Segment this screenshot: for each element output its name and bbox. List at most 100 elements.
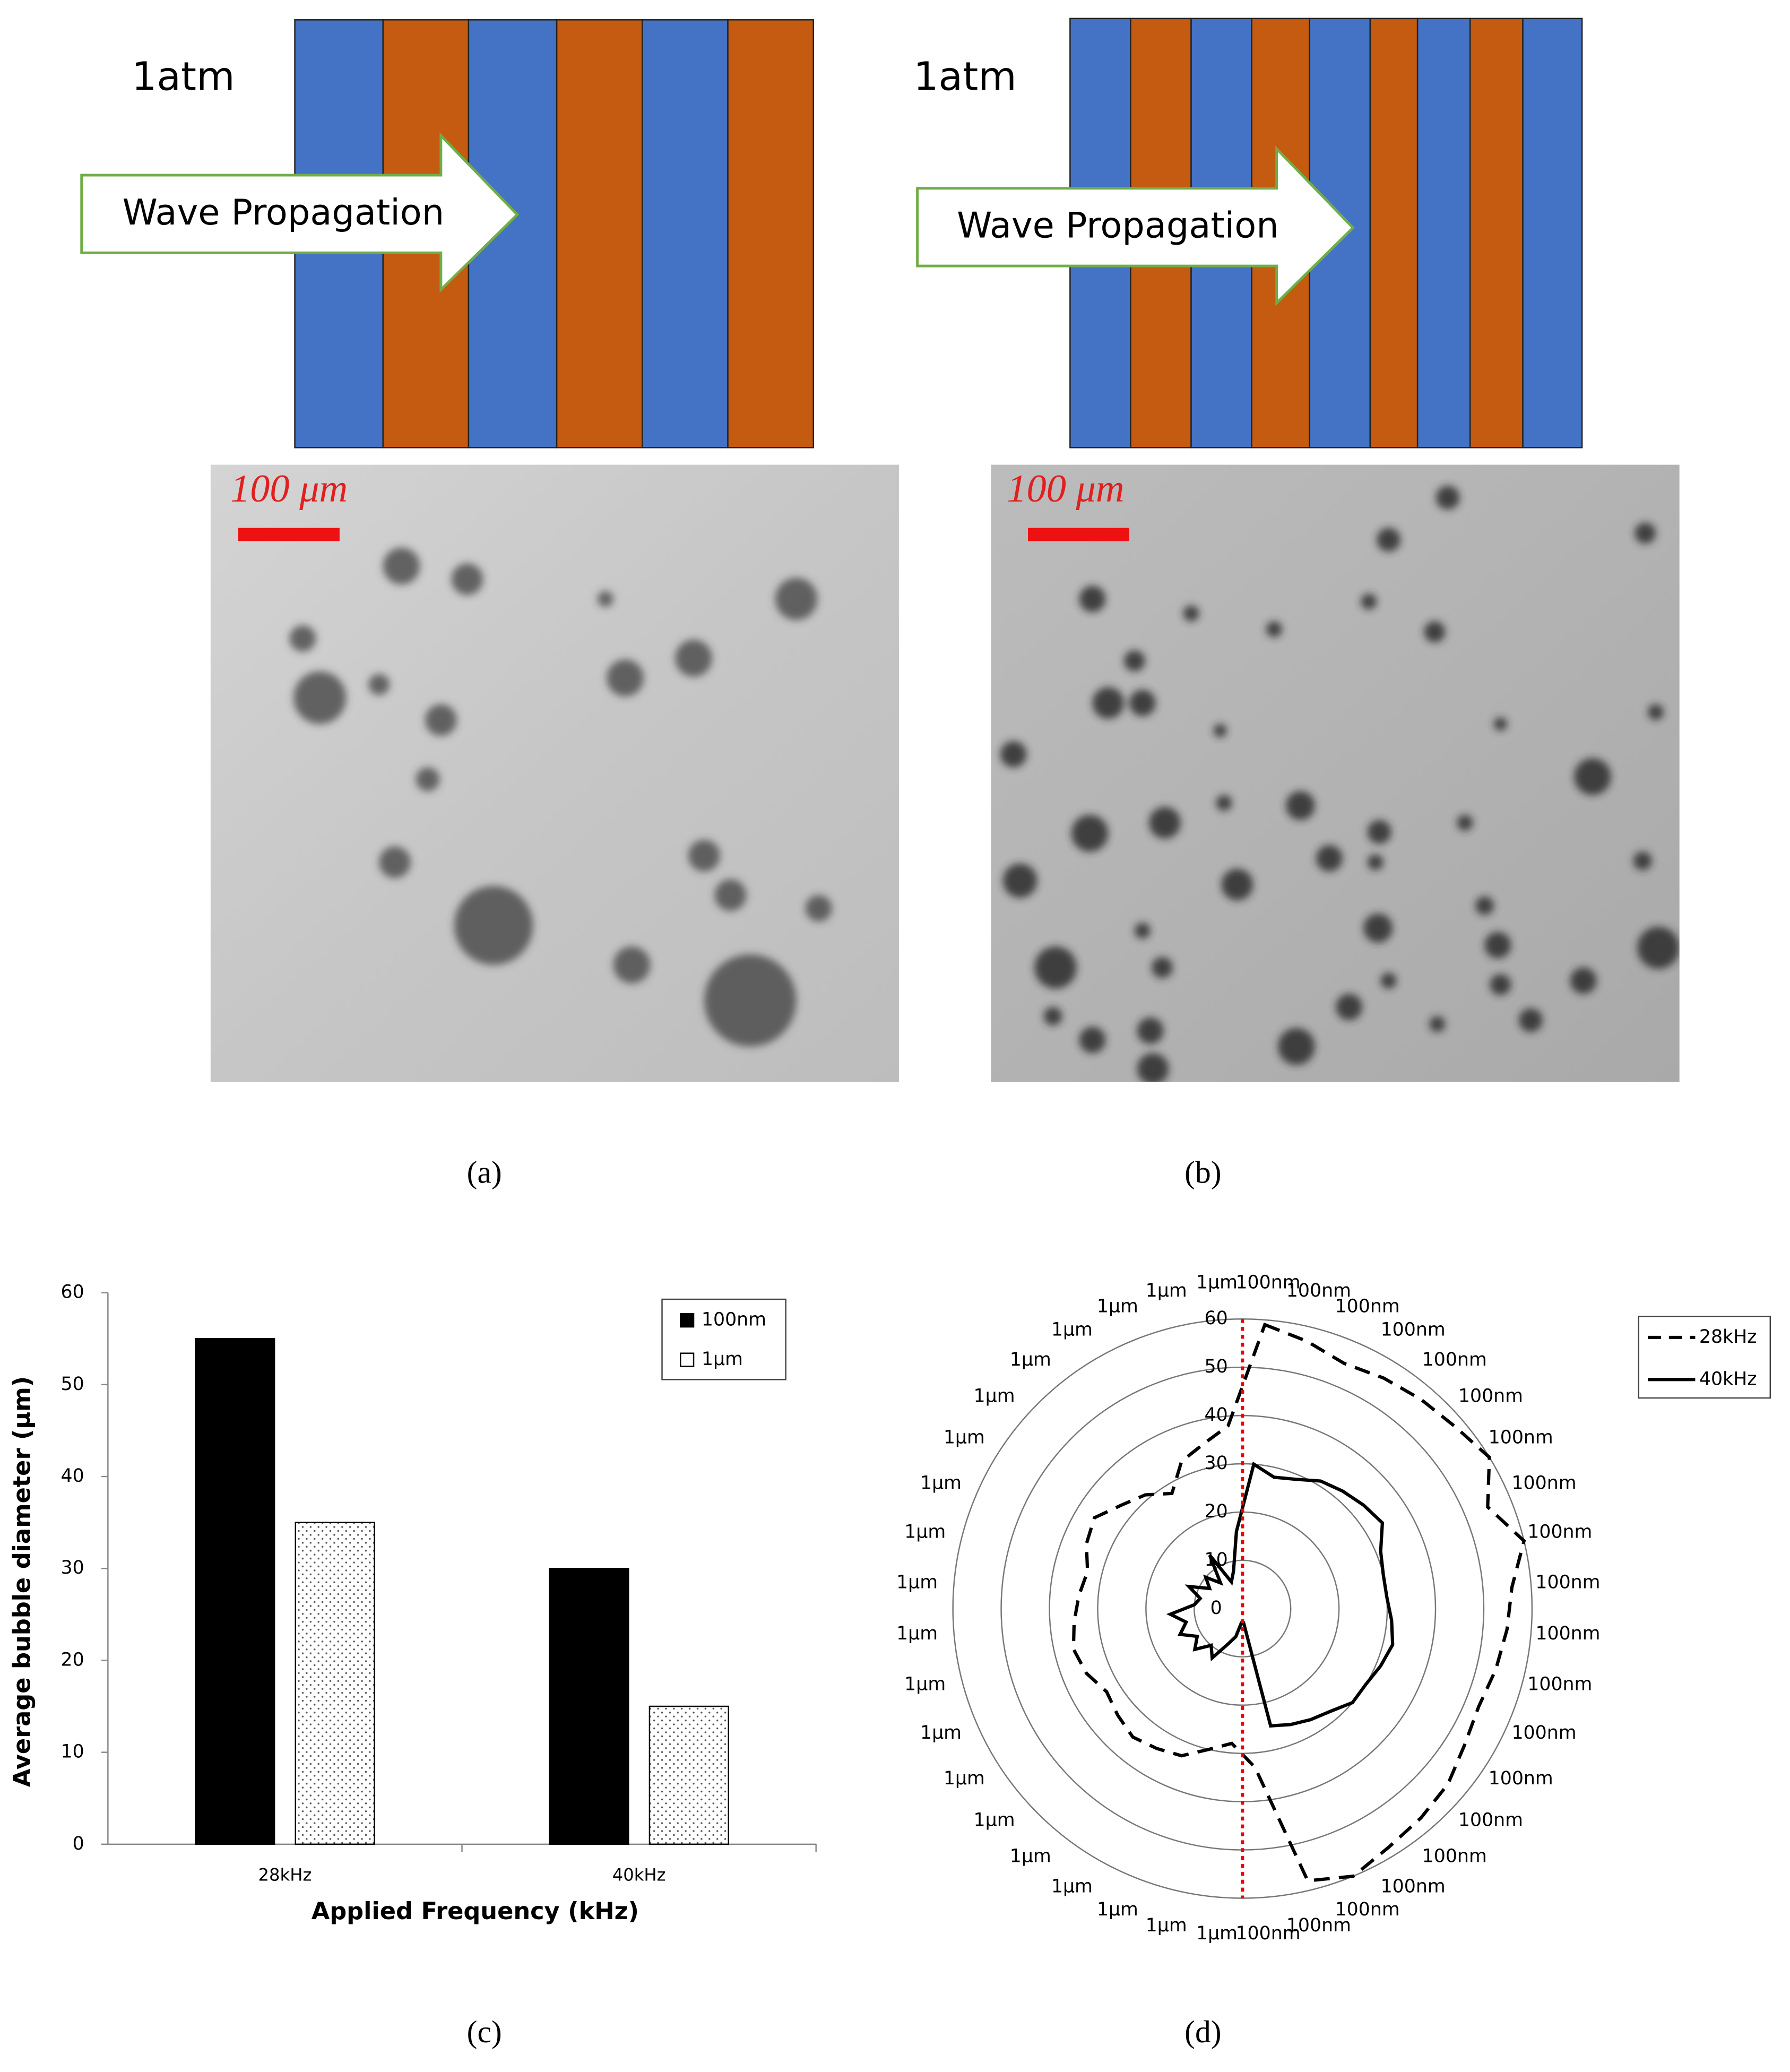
bubble <box>1134 922 1151 939</box>
stripe <box>556 19 643 448</box>
r-tick-label: 60 <box>1205 1308 1228 1329</box>
pressure-label: 1atm <box>913 53 1017 99</box>
bubble <box>1475 896 1494 915</box>
category-label: 1μm <box>1010 1349 1051 1370</box>
bubble <box>425 704 457 736</box>
bubble <box>368 674 390 695</box>
y-tick-label: 50 <box>61 1374 84 1395</box>
bubble <box>704 954 797 1047</box>
category-label: 100nm <box>1381 1876 1446 1897</box>
category-label: 1μm <box>1146 1280 1187 1301</box>
stripe <box>1522 18 1583 448</box>
bubble <box>1152 957 1173 978</box>
grid-ring <box>1049 1414 1437 1802</box>
scale-bar <box>1027 528 1129 541</box>
y-axis-label: Average bubble diameter (μm) <box>8 1376 36 1787</box>
bubble <box>1367 854 1383 870</box>
bubble <box>1137 1053 1169 1082</box>
category-label: 100nm <box>1335 1296 1400 1317</box>
category-label: 100nm <box>1527 1521 1592 1542</box>
y-tick-label: 60 <box>61 1282 84 1303</box>
bubble <box>1183 605 1199 621</box>
bubble <box>775 577 818 620</box>
bubble <box>675 640 712 677</box>
stripe <box>727 19 814 448</box>
category-label: 1μm <box>944 1427 985 1448</box>
r-tick-label: 50 <box>1205 1356 1228 1377</box>
scale-bar <box>238 528 340 541</box>
category-label: 100nm <box>1422 1846 1487 1867</box>
category-label: 100nm <box>1286 1280 1351 1301</box>
bubble <box>1071 815 1109 852</box>
r-tick-label: 0 <box>1210 1598 1222 1619</box>
r-tick-label: 20 <box>1205 1501 1228 1522</box>
bubble <box>1000 741 1027 768</box>
bar <box>295 1522 375 1845</box>
bubble <box>1336 994 1362 1021</box>
bubble <box>1637 927 1680 969</box>
legend-swatch <box>679 1352 695 1367</box>
bubble <box>1490 974 1511 996</box>
bubble <box>1635 522 1656 544</box>
category-label: 100nm <box>1458 1385 1523 1406</box>
bar <box>648 1705 730 1845</box>
radar-line <box>1071 1322 1526 1883</box>
stripe <box>642 19 729 448</box>
bubbles <box>289 547 832 1047</box>
category-label: 100nm <box>1511 1472 1576 1493</box>
micrograph <box>991 464 1680 1082</box>
bubble <box>805 895 832 922</box>
bubble <box>1424 621 1446 643</box>
y-tick-label: 0 <box>73 1833 84 1854</box>
bubble <box>1221 869 1253 901</box>
caption: (b) <box>1184 1155 1221 1190</box>
category-label: 100nm <box>1286 1915 1351 1936</box>
bubble <box>1129 689 1156 716</box>
bubble <box>1137 1017 1164 1044</box>
bubble <box>1149 807 1181 839</box>
micrograph <box>210 464 899 1082</box>
bubble <box>1079 1026 1106 1054</box>
category-label: 1μm <box>896 1623 938 1644</box>
bubble <box>1286 791 1315 821</box>
bubble <box>1002 864 1037 898</box>
charts: 0 10 20 30 40 50 60 28kHz 40kHz Applied Frequency… <box>8 1272 1771 2049</box>
bubble <box>289 625 316 652</box>
legend-box <box>1638 1316 1771 1399</box>
bubble <box>379 846 411 878</box>
category-label: 1μm <box>904 1673 946 1695</box>
category-label: 100nm <box>1489 1768 1553 1789</box>
bar <box>549 1567 629 1845</box>
bubble <box>607 659 644 697</box>
category-label: 1μm <box>896 1572 938 1593</box>
category-label: 1μm <box>920 1472 962 1493</box>
category-label: 1μm <box>1196 1923 1238 1944</box>
bar <box>195 1337 275 1845</box>
radar-line <box>1166 1461 1395 1728</box>
bubble <box>1216 795 1232 811</box>
x-tick-label: 28kHz <box>258 1864 312 1885</box>
category-label: 100nm <box>1527 1673 1592 1695</box>
bubble <box>454 886 533 965</box>
bubble <box>597 591 613 607</box>
bubble <box>1380 972 1397 989</box>
bubble <box>613 946 651 983</box>
bubbles <box>1000 486 1680 1082</box>
bubble <box>1648 704 1664 720</box>
bubble <box>1316 845 1343 871</box>
bubble <box>451 563 483 595</box>
category-label: 1μm <box>904 1521 946 1542</box>
bubble <box>714 879 747 911</box>
bubble <box>1457 815 1473 831</box>
category-label: 100nm <box>1489 1427 1553 1448</box>
bubble <box>1484 932 1511 959</box>
category-label: 1μm <box>1051 1319 1093 1340</box>
category-label: 100nm <box>1335 1899 1400 1920</box>
y-tick-label: 20 <box>61 1649 84 1670</box>
legend-label: 40kHz <box>1699 1368 1757 1389</box>
bubble <box>1034 946 1077 989</box>
bubble <box>416 767 440 791</box>
caption: (c) <box>467 2014 502 2049</box>
